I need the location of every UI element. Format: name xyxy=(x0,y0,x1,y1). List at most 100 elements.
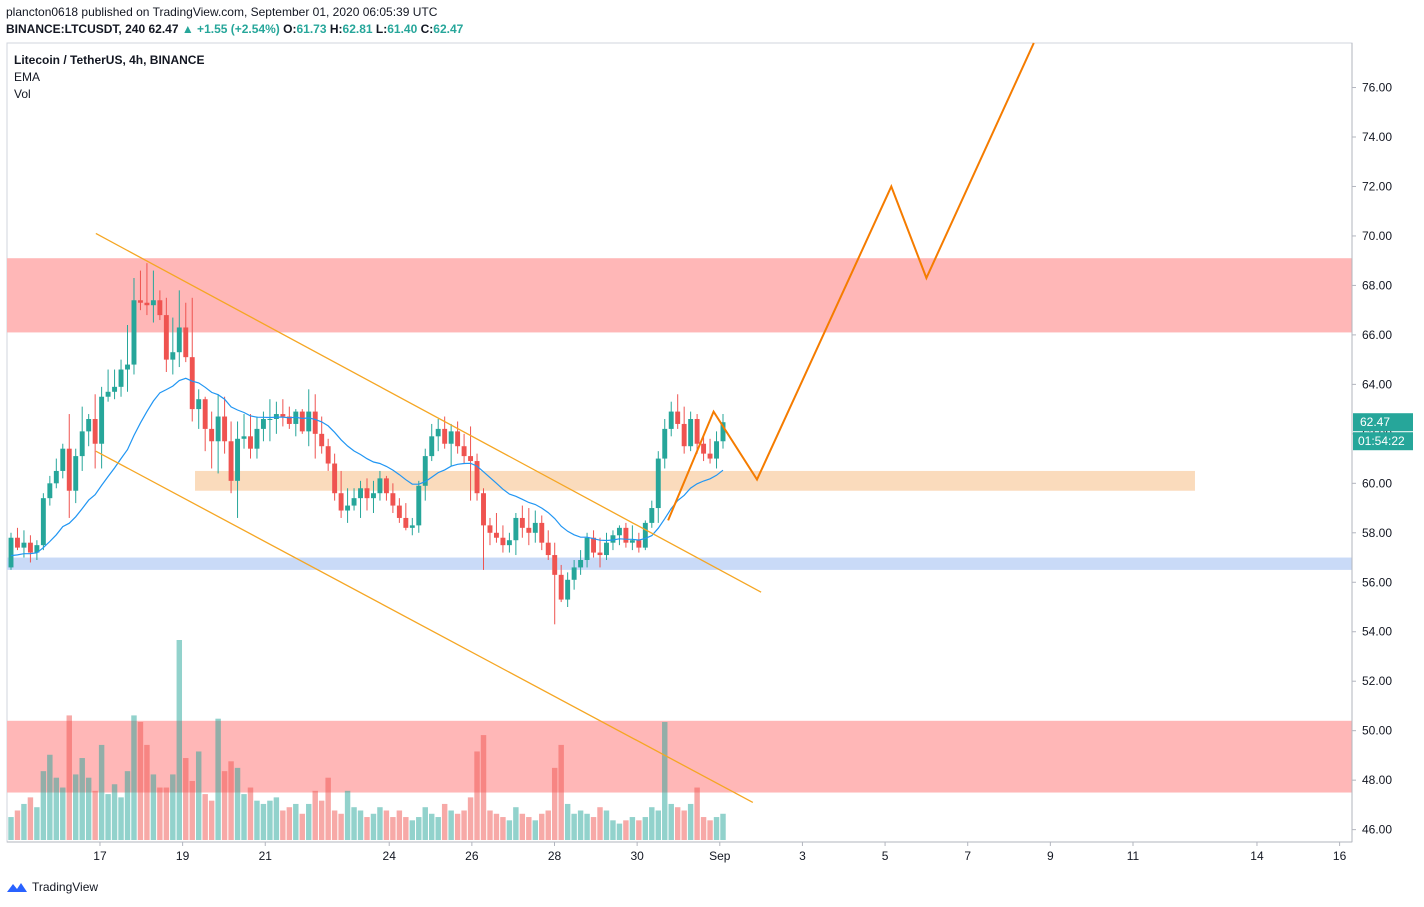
time-tick-label: 7 xyxy=(964,849,971,863)
volume-bar xyxy=(27,797,34,840)
candle-body xyxy=(222,416,228,442)
candle-body xyxy=(558,574,564,600)
candle-body xyxy=(209,428,215,442)
volume-bar xyxy=(118,797,124,840)
candle-body xyxy=(649,508,655,523)
candle-body xyxy=(112,386,118,392)
candle-body xyxy=(468,456,474,462)
volume-bar xyxy=(454,813,461,840)
time-tick-label: 24 xyxy=(383,849,397,863)
volume-bar xyxy=(208,800,215,840)
volume-bar xyxy=(60,787,66,840)
candle-body xyxy=(92,419,98,444)
candle-body xyxy=(325,446,331,464)
candle-body xyxy=(60,448,66,471)
volume-bar xyxy=(713,817,720,840)
ema-legend[interactable]: EMA xyxy=(14,70,41,84)
candle-body xyxy=(137,300,143,303)
candle-body xyxy=(636,540,642,548)
price-tick-label: 58.00 xyxy=(1362,526,1392,540)
volume-bar xyxy=(202,794,208,840)
candle-body xyxy=(189,357,195,410)
channel-line-lower xyxy=(95,450,754,803)
volume-bar xyxy=(500,817,506,840)
volume-bar xyxy=(377,807,383,840)
candle-body xyxy=(545,542,551,556)
volume-bar xyxy=(131,715,137,840)
candle-body xyxy=(714,441,719,459)
candle-body xyxy=(720,422,726,442)
volume-bar xyxy=(370,813,377,840)
candle-body xyxy=(364,488,370,499)
volume-bar xyxy=(105,794,111,840)
candle-body xyxy=(571,567,577,580)
price-tick-label: 56.00 xyxy=(1362,575,1392,589)
candle-body xyxy=(461,446,467,457)
candle-body xyxy=(422,456,428,486)
volume-bar xyxy=(707,820,713,840)
volume-bar xyxy=(590,817,597,840)
channel-line-upper xyxy=(95,232,762,593)
price-tick-label: 48.00 xyxy=(1362,773,1392,787)
time-tick-label: 17 xyxy=(93,849,107,863)
candle-body xyxy=(183,327,189,358)
volume-bar xyxy=(629,817,636,840)
volume-bar xyxy=(519,813,526,840)
candle-body xyxy=(500,537,506,546)
last-price-tag-label: 62.47 xyxy=(1360,415,1390,429)
candle-body xyxy=(662,428,668,459)
price-tick-label: 74.00 xyxy=(1362,130,1392,144)
candle-body xyxy=(442,428,448,444)
candle-body xyxy=(604,542,609,556)
price-tick-label: 54.00 xyxy=(1362,625,1392,639)
candle-body xyxy=(642,522,648,548)
demand-zone xyxy=(7,557,1352,570)
volume-bar xyxy=(597,807,603,840)
candle-body xyxy=(267,419,273,420)
candle-body xyxy=(254,428,260,449)
volume-bar xyxy=(668,803,674,840)
volume-bar xyxy=(610,820,616,840)
ohlc-header: BINANCE:LTCUSDT, 240 62.47 ▲ +1.55 (+2.5… xyxy=(6,22,463,36)
volume-bar xyxy=(280,810,286,840)
ema-line xyxy=(10,377,724,557)
candle-body xyxy=(99,396,105,444)
candle-body xyxy=(688,419,694,447)
volume-bar xyxy=(623,820,629,840)
volume-zone-zone xyxy=(7,720,1352,793)
candle-body xyxy=(435,428,441,437)
volume-bar xyxy=(603,810,610,840)
volume-bar xyxy=(247,787,254,840)
volume-bar xyxy=(513,807,519,840)
volume-bar xyxy=(616,823,623,840)
candle-body xyxy=(248,436,253,449)
candle-body xyxy=(396,505,402,518)
candle-body xyxy=(79,431,85,457)
vol-legend[interactable]: Vol xyxy=(14,87,31,101)
candle-body xyxy=(610,535,616,543)
candle-body xyxy=(241,436,247,439)
time-tick-label: 16 xyxy=(1333,849,1347,863)
time-tick-label: 30 xyxy=(630,849,644,863)
volume-bar xyxy=(325,777,331,840)
volume-bar xyxy=(694,787,700,840)
low-label: L: xyxy=(375,22,388,36)
volume-bar xyxy=(584,813,590,840)
volume-bar xyxy=(14,810,21,840)
candle-body xyxy=(351,498,357,506)
candle-body xyxy=(377,478,383,494)
symbol-label: BINANCE:LTCUSDT, 240 xyxy=(6,22,146,36)
candle-body xyxy=(163,315,169,360)
candle-body xyxy=(118,369,124,387)
volume-bar xyxy=(79,758,85,840)
volume-bar xyxy=(195,751,202,840)
candle-body xyxy=(584,537,590,560)
candle-body xyxy=(519,517,525,528)
candle-body xyxy=(629,540,635,543)
price-tick-label: 70.00 xyxy=(1362,229,1392,243)
candle-body xyxy=(202,399,208,429)
tradingview-footer[interactable]: TradingView xyxy=(6,880,98,894)
low-value: 61.40 xyxy=(387,22,418,36)
high-value: 62.81 xyxy=(342,22,373,36)
